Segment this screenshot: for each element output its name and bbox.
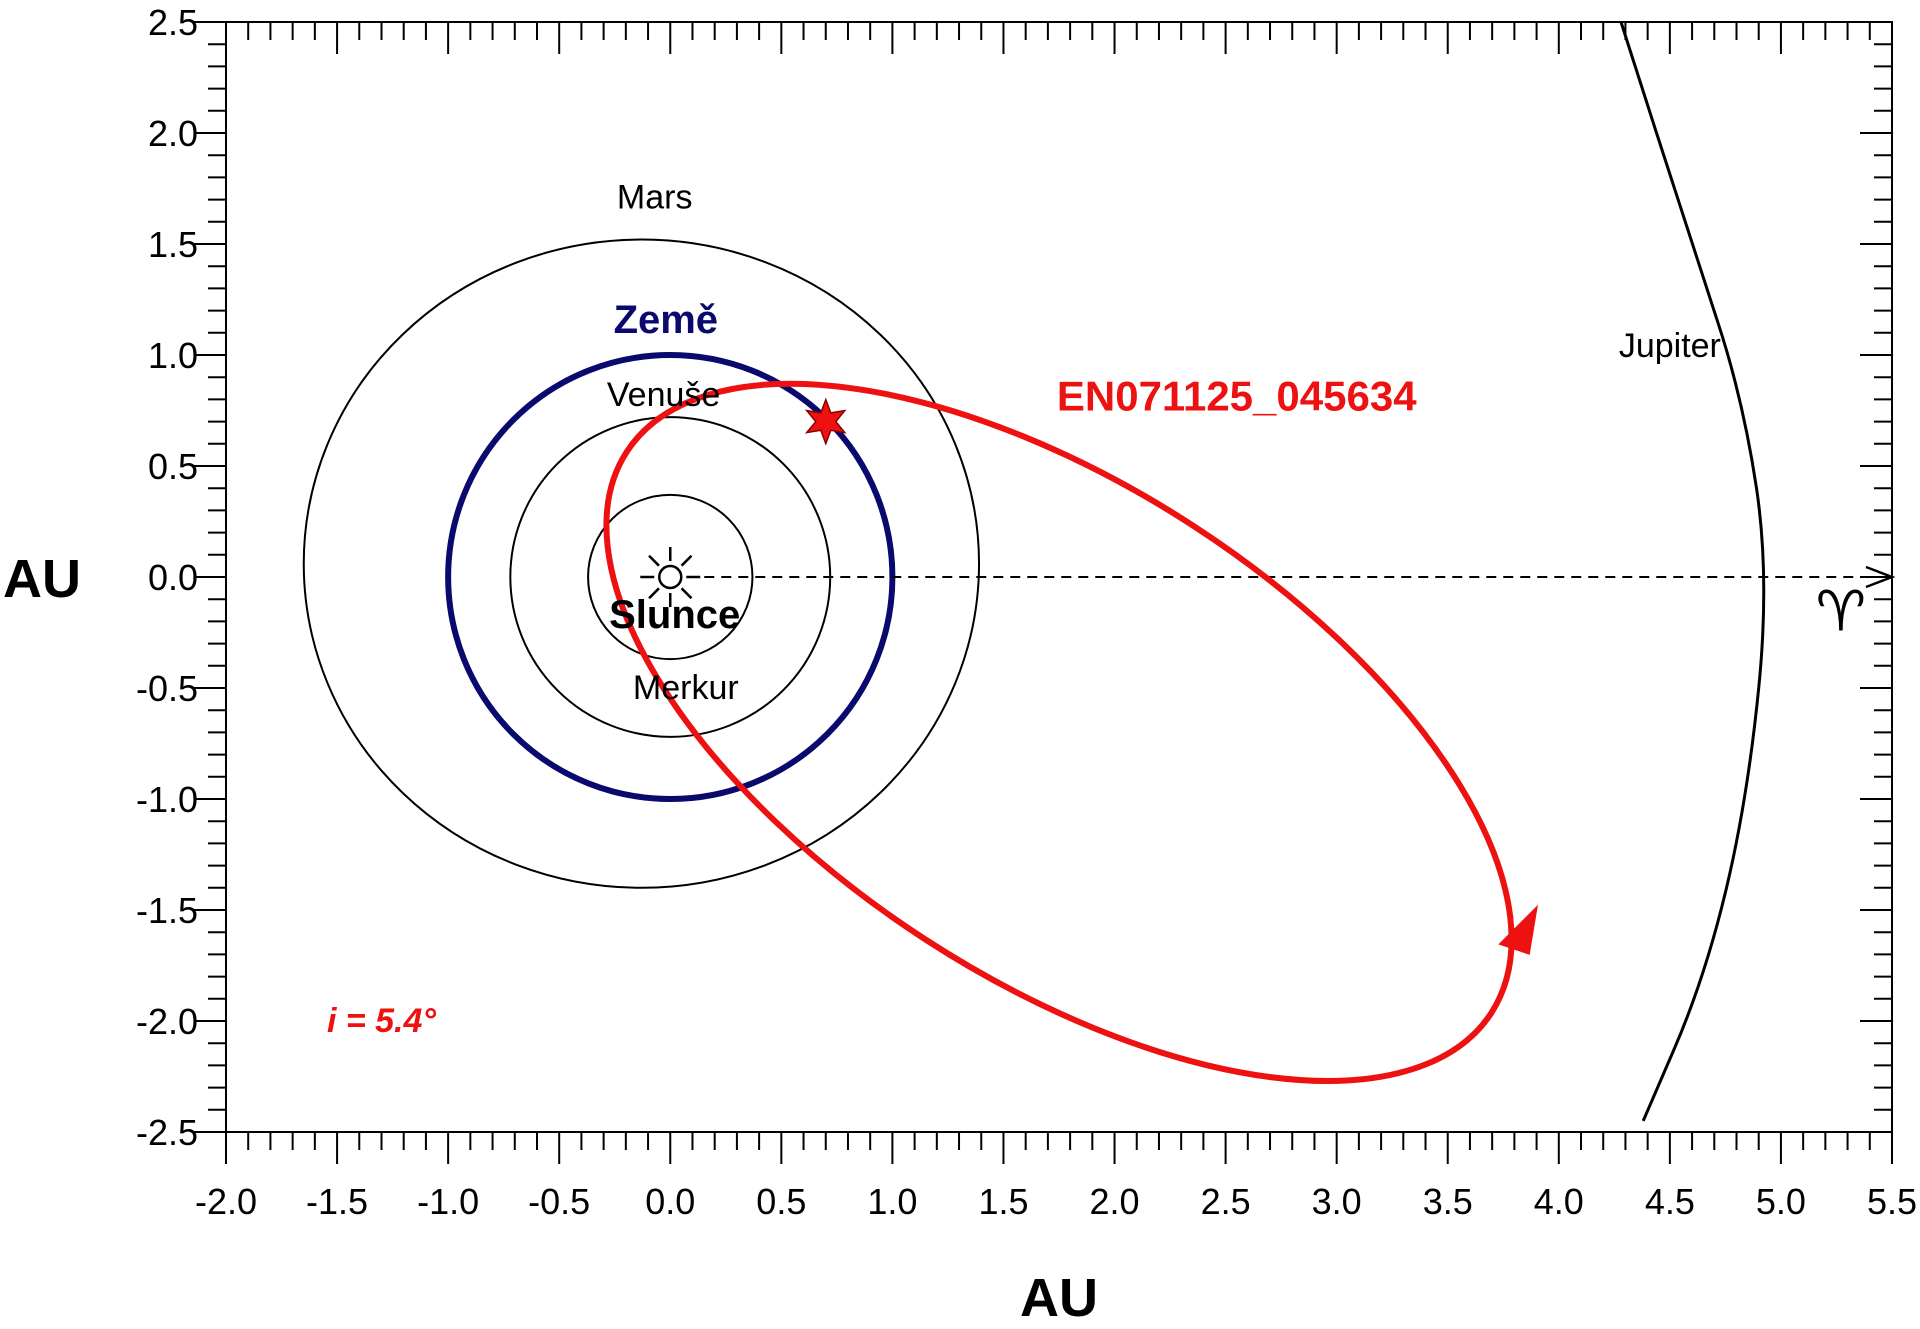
y-tick-label: 1.5 (148, 224, 198, 265)
sun-ray (680, 587, 693, 600)
x-tick-label: -1.5 (306, 1181, 368, 1222)
vernal-equinox-line (670, 565, 1896, 589)
label-jupiter: Jupiter (1619, 327, 1721, 365)
y-tick-label: 0.0 (148, 557, 198, 598)
sun-ray (680, 554, 693, 567)
x-tick-label: 3.0 (1312, 1181, 1362, 1222)
x-tick-label: -0.5 (528, 1181, 590, 1222)
x-tick-label: 5.5 (1867, 1181, 1917, 1222)
sun-ray (648, 587, 660, 600)
x-tick-label: 1.5 (978, 1181, 1028, 1222)
x-axis-title: AU (1020, 1268, 1098, 1328)
x-tick-label: 0.5 (756, 1181, 806, 1222)
y-tick-label: -0.5 (136, 668, 198, 709)
chart-labels: Merkur Venuše Země Mars Jupiter EN071125_0456… (327, 178, 1866, 1040)
equinox-arrowhead (1865, 565, 1896, 589)
y-tick-label: 2.0 (148, 113, 198, 154)
direction-arrow (1498, 904, 1539, 955)
orbit-jupiter (1619, 21, 1766, 1122)
label-inclination: i = 5.4° (327, 1002, 436, 1040)
planet-orbits (302, 21, 1766, 1122)
label-sun: Slunce (609, 593, 740, 637)
sun-icon (640, 547, 701, 607)
y-tick-label: -1.0 (136, 779, 198, 820)
sun-disc (658, 564, 683, 590)
axis-tick-labels: -2.0 -1.5 -1.0 -0.5 0.0 0.5 1.0 1.5 2.0 2.5 3.0 3.5… (136, 2, 1917, 1222)
x-tick-label: 0.0 (645, 1181, 695, 1222)
x-tick-label: 1.0 (867, 1181, 917, 1222)
sun-ray (648, 554, 660, 567)
label-meteoroid: EN071125_045634 (1057, 373, 1417, 420)
label-mercury: Merkur (633, 669, 739, 707)
label-venus: Venuše (607, 376, 720, 414)
label-earth: Země (614, 298, 719, 342)
meteoroid-orbit (603, 380, 1515, 1084)
aries-icon: ♈ (1816, 579, 1866, 644)
y-tick-label: 0.5 (148, 446, 198, 487)
y-tick-label: -2.5 (136, 1112, 198, 1153)
y-axis-title: AU (3, 549, 81, 609)
y-tick-label: -1.5 (136, 890, 198, 931)
x-tick-label: 5.0 (1756, 1181, 1806, 1222)
meteoroid-orbit-group (603, 380, 1539, 1084)
axis-ticks (194, 21, 1893, 1164)
y-tick-label: 1.0 (148, 335, 198, 376)
x-tick-label: -1.0 (417, 1181, 479, 1222)
x-tick-label: -2.0 (195, 1181, 257, 1222)
orbit-planet (587, 493, 754, 661)
orbit-planet (302, 238, 981, 889)
x-tick-label: 2.0 (1090, 1181, 1140, 1222)
label-mars: Mars (617, 178, 693, 216)
x-tick-label: 4.5 (1645, 1181, 1695, 1222)
x-tick-label: 3.5 (1423, 1181, 1473, 1222)
x-tick-label: 4.0 (1534, 1181, 1584, 1222)
y-tick-label: 2.5 (148, 2, 198, 43)
impact-star-icon (804, 397, 847, 446)
x-tick-label: 2.5 (1201, 1181, 1251, 1222)
y-tick-label: -2.0 (136, 1001, 198, 1042)
